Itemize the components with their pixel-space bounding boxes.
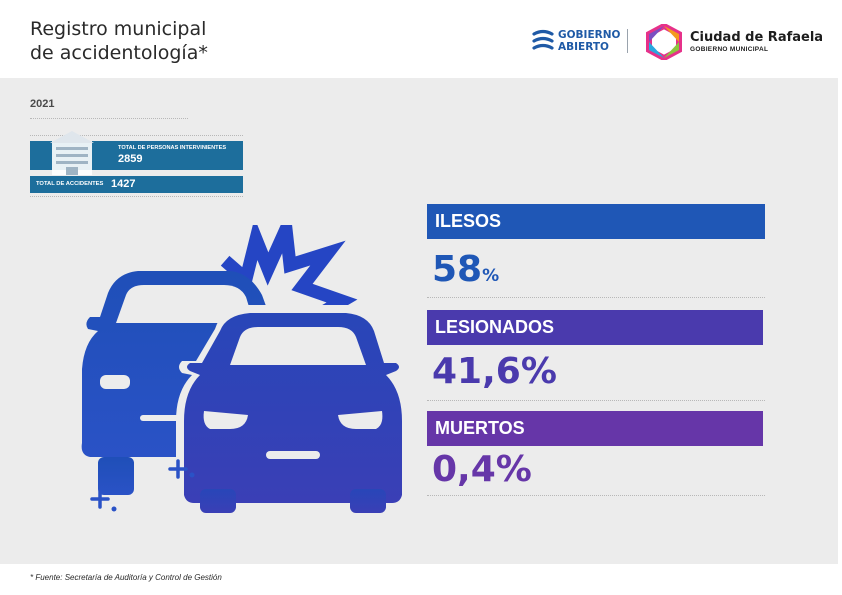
gobierno-abierto-line2: ABIERTO — [558, 41, 609, 53]
stats-top-divider — [30, 135, 243, 136]
category-label-muertos: MUERTOS — [435, 418, 525, 438]
category-number-ilesos: 58 — [432, 249, 483, 290]
stats-bottom-divider — [30, 196, 243, 197]
year-label: 2021 — [30, 98, 55, 110]
category-unit-ilesos: % — [482, 266, 500, 286]
stat-personas-value: 2859 — [118, 153, 143, 165]
category-value-lesionados: 41,6% — [432, 352, 557, 392]
title-line-2: de accidentología* — [30, 42, 208, 64]
category-bar-ilesos: ILESOS — [427, 204, 765, 239]
title-line-1: Registro municipal — [30, 18, 207, 40]
sparkle-decoration-icon — [90, 459, 195, 512]
gobierno-abierto-logo[interactable]: GOBIERNO ABIERTO — [532, 27, 620, 55]
ilesos-divider — [427, 297, 765, 298]
header: Registro municipal de accidentología* GO… — [0, 0, 842, 78]
ciudad-name: Ciudad de Rafaela — [690, 30, 824, 45]
source-footnote: * Fuente: Secretaría de Auditoría y Cont… — [30, 573, 222, 582]
category-number-lesionados: 41,6% — [432, 351, 557, 392]
car-crash-illustration — [81, 225, 410, 513]
stat-accidentes-value: 1427 — [111, 178, 136, 190]
logo-divider — [627, 29, 628, 53]
front-car-icon — [176, 305, 410, 513]
category-bar-muertos: MUERTOS — [427, 411, 763, 446]
category-label-lesionados: LESIONADOS — [435, 317, 555, 337]
category-value-muertos: 0,4% — [432, 450, 532, 490]
ciudad-sub: GOBIERNO MUNICIPAL — [690, 46, 769, 53]
gobierno-abierto-icon — [532, 29, 554, 50]
stat-personas-label: TOTAL DE PERSONAS INTERVINIENTES — [118, 145, 227, 151]
category-bar-lesionados: LESIONADOS — [427, 310, 763, 345]
ciudad-rafaela-logo[interactable]: Ciudad de Rafaela GOBIERNO MUNICIPAL — [645, 24, 823, 60]
category-number-muertos: 0,4% — [432, 449, 532, 490]
building-icon — [50, 131, 94, 175]
year-divider — [30, 118, 188, 119]
rafaela-hexagon-icon — [646, 24, 682, 60]
category-label-ilesos: ILESOS — [435, 211, 502, 231]
category-value-ilesos: 58% — [432, 250, 499, 296]
page-title: Registro municipal de accidentología* — [30, 17, 208, 65]
stat-accidentes-label: TOTAL DE ACCIDENTES — [36, 181, 104, 187]
muertos-divider — [427, 495, 765, 496]
stat-accidentes: TOTAL DE ACCIDENTES 1427 — [30, 176, 243, 193]
lesionados-divider — [427, 400, 765, 401]
gobierno-abierto-line1: GOBIERNO — [558, 29, 621, 41]
